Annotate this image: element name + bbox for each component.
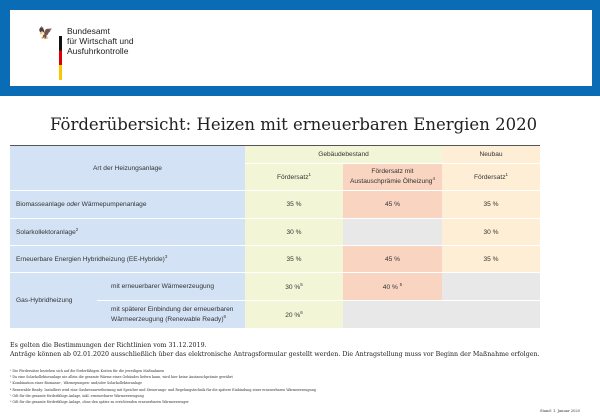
table-row: mit späterer Einbindung der erneuerbaren… <box>10 300 540 329</box>
page-title: Förderübersicht: Heizen mit erneuerbaren… <box>50 115 538 134</box>
header-new-rate: Fördersatz1 <box>442 163 540 191</box>
table-row: Erneuerbare Energien Hybridheizung (EE-H… <box>10 245 540 273</box>
cell-oil-empty <box>343 218 442 246</box>
footnote: ¹ Die Fördersätze beziehen sich auf die … <box>10 369 165 373</box>
funding-table: Art der Heizungsanlage Gebäudebestand Ne… <box>10 145 540 329</box>
cell-new-empty <box>442 272 540 301</box>
gas-sub-label: mit späterer Einbindung der erneuerbaren… <box>97 300 245 329</box>
header-type: Art der Heizungsanlage <box>10 145 245 191</box>
cell-rate: 30 % <box>245 218 343 246</box>
header-rate: Fördersatz1 <box>245 163 343 191</box>
date-stamp: Stand: 1. Januar 2020 <box>540 409 580 413</box>
cell-rate: 30 %5 <box>245 272 343 301</box>
cell-oil-empty <box>343 300 442 329</box>
table-row: Gas-Hybridheizung mit erneuerbarer Wärme… <box>10 272 540 329</box>
row-label: Biomasseanlage oder Wärmepumpenanlage <box>10 190 245 219</box>
cell-oil: 45 % <box>343 245 442 273</box>
cell-new: 35 % <box>442 190 540 219</box>
federal-eagle-icon: 🦅 <box>38 26 53 40</box>
table-row: Biomasseanlage oder Wärmepumpenanlage 35… <box>10 190 540 219</box>
header-new: Neubau <box>442 145 540 164</box>
table-row: Solarkollektoranlage2 30 % 30 % <box>10 218 540 246</box>
footnote: ⁴ Renewable Ready: Installiert wird eine… <box>10 387 316 392</box>
org-line: Bundesamt <box>67 26 110 36</box>
header-oil-rate: Fördersatz mit Austauschprämie Ölheizung4 <box>343 163 442 191</box>
org-line: Ausfuhrkontrolle <box>67 46 129 56</box>
header-existing: Gebäudebestand <box>245 145 442 164</box>
footnote: ⁶ Gilt für die gesamte förderfähige Anla… <box>10 400 189 405</box>
footnote: ³ Kombination einer Biomasse-, Wärmepump… <box>10 381 142 386</box>
notes: Es gelten die Bestimmungen der Richtlini… <box>10 341 540 359</box>
cell-rate: 35 % <box>245 190 343 219</box>
footnotes: ¹ Die Fördersätze beziehen sich auf die … <box>10 368 316 405</box>
note-line: Es gelten die Bestimmungen der Richtlini… <box>10 342 207 349</box>
gas-hybrid-label: Gas-Hybridheizung <box>10 272 97 329</box>
org-line: für Wirtschaft und <box>67 36 134 46</box>
cell-rate: 35 % <box>245 245 343 273</box>
cell-new: 35 % <box>442 245 540 273</box>
cell-new: 30 % <box>442 218 540 246</box>
note-line: Anträge können ab 02.01.2020 ausschließl… <box>10 351 540 358</box>
cell-new-empty <box>442 300 540 329</box>
cell-oil: 45 % <box>343 190 442 219</box>
gas-sub-label: mit erneuerbarer Wärmeerzeugung <box>97 272 245 301</box>
header: 🦅 Bundesamt für Wirtschaft und Ausfuhrko… <box>10 10 592 86</box>
org-name: Bundesamt für Wirtschaft und Ausfuhrkont… <box>67 26 134 56</box>
row-label: Solarkollektoranlage2 <box>10 218 245 246</box>
flag-stripe <box>59 36 62 80</box>
cell-oil: 40 % 5 <box>343 272 442 301</box>
footnote: ⁵ Gilt für die gesamte förderfähige Anla… <box>10 393 144 398</box>
cell-rate: 20 %6 <box>245 300 343 329</box>
row-label: Erneuerbare Energien Hybridheizung (EE-H… <box>10 245 245 273</box>
footnote: ² Da eine Solarkollektoranlage nie allei… <box>10 375 233 380</box>
